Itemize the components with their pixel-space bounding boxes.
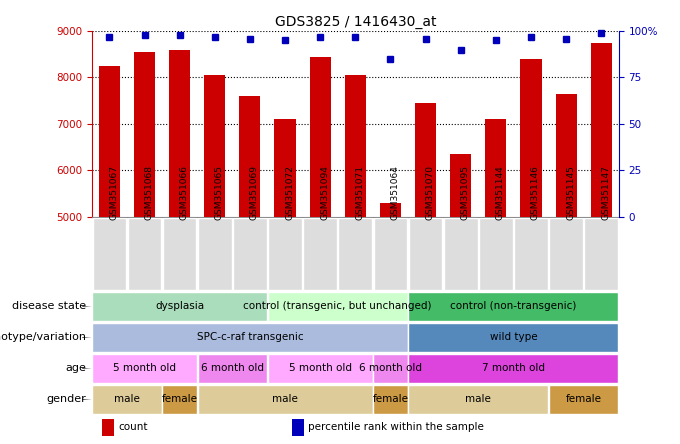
Text: control (transgenic, but unchanged): control (transgenic, but unchanged) <box>243 301 432 312</box>
Polygon shape <box>82 306 92 307</box>
Bar <box>99 66 120 444</box>
Text: male: male <box>114 394 140 404</box>
Text: gender: gender <box>47 394 86 404</box>
FancyBboxPatch shape <box>373 218 407 289</box>
Bar <box>380 203 401 444</box>
Polygon shape <box>82 399 92 400</box>
Text: 6 month old: 6 month old <box>359 363 422 373</box>
Text: GSM351071: GSM351071 <box>355 165 364 220</box>
Title: GDS3825 / 1416430_at: GDS3825 / 1416430_at <box>275 15 436 29</box>
Text: GSM351069: GSM351069 <box>250 165 259 220</box>
Text: male: male <box>465 394 491 404</box>
Bar <box>134 52 155 444</box>
Text: GSM351144: GSM351144 <box>496 165 505 220</box>
FancyBboxPatch shape <box>549 385 618 413</box>
FancyBboxPatch shape <box>268 292 407 321</box>
FancyBboxPatch shape <box>444 218 477 289</box>
FancyBboxPatch shape <box>92 292 267 321</box>
FancyBboxPatch shape <box>198 218 232 289</box>
Bar <box>103 419 114 436</box>
Text: male: male <box>272 394 298 404</box>
Text: disease state: disease state <box>12 301 86 312</box>
FancyBboxPatch shape <box>549 218 583 289</box>
Text: GSM351065: GSM351065 <box>215 165 224 220</box>
FancyBboxPatch shape <box>268 218 302 289</box>
FancyBboxPatch shape <box>514 218 548 289</box>
FancyBboxPatch shape <box>339 218 372 289</box>
Text: GSM351095: GSM351095 <box>461 165 470 220</box>
Bar <box>204 75 225 444</box>
Text: GSM351145: GSM351145 <box>566 165 575 220</box>
FancyBboxPatch shape <box>373 354 407 383</box>
Bar <box>292 419 304 436</box>
FancyBboxPatch shape <box>92 218 126 289</box>
FancyBboxPatch shape <box>479 218 513 289</box>
Text: GSM351066: GSM351066 <box>180 165 188 220</box>
FancyBboxPatch shape <box>409 385 548 413</box>
Text: GSM351146: GSM351146 <box>531 165 540 220</box>
Polygon shape <box>82 368 92 369</box>
Text: GSM351070: GSM351070 <box>426 165 435 220</box>
Bar <box>486 119 507 444</box>
FancyBboxPatch shape <box>409 354 618 383</box>
Text: count: count <box>118 422 148 432</box>
FancyBboxPatch shape <box>92 323 407 352</box>
Text: genotype/variation: genotype/variation <box>0 333 86 342</box>
Bar <box>309 56 330 444</box>
Text: wild type: wild type <box>490 333 537 342</box>
Text: female: female <box>566 394 602 404</box>
Text: SPC-c-raf transgenic: SPC-c-raf transgenic <box>197 333 303 342</box>
Bar <box>169 50 190 444</box>
Bar <box>556 94 577 444</box>
FancyBboxPatch shape <box>303 218 337 289</box>
Text: GSM351147: GSM351147 <box>601 165 610 220</box>
FancyBboxPatch shape <box>163 218 197 289</box>
Text: 5 month old: 5 month old <box>289 363 352 373</box>
Bar <box>591 43 612 444</box>
FancyBboxPatch shape <box>373 385 407 413</box>
Bar <box>520 59 541 444</box>
Text: female: female <box>162 394 198 404</box>
Bar <box>239 96 260 444</box>
FancyBboxPatch shape <box>92 385 162 413</box>
Text: 5 month old: 5 month old <box>113 363 176 373</box>
FancyBboxPatch shape <box>92 354 197 383</box>
FancyBboxPatch shape <box>233 218 267 289</box>
Text: GSM351072: GSM351072 <box>285 165 294 220</box>
FancyBboxPatch shape <box>198 385 373 413</box>
FancyBboxPatch shape <box>409 323 618 352</box>
Text: 7 month old: 7 month old <box>482 363 545 373</box>
FancyBboxPatch shape <box>268 354 373 383</box>
Bar <box>275 119 296 444</box>
Text: percentile rank within the sample: percentile rank within the sample <box>308 422 483 432</box>
Text: 6 month old: 6 month old <box>201 363 264 373</box>
FancyBboxPatch shape <box>409 218 443 289</box>
FancyBboxPatch shape <box>198 354 267 383</box>
Text: control (non-transgenic): control (non-transgenic) <box>450 301 577 312</box>
FancyBboxPatch shape <box>163 385 197 413</box>
Bar <box>415 103 436 444</box>
Text: GSM351094: GSM351094 <box>320 165 329 220</box>
FancyBboxPatch shape <box>584 218 618 289</box>
Text: female: female <box>373 394 409 404</box>
Text: GSM351064: GSM351064 <box>390 165 399 220</box>
Polygon shape <box>82 337 92 338</box>
Bar <box>345 75 366 444</box>
Text: GSM351068: GSM351068 <box>144 165 154 220</box>
FancyBboxPatch shape <box>409 292 618 321</box>
FancyBboxPatch shape <box>128 218 161 289</box>
Text: dysplasia: dysplasia <box>155 301 204 312</box>
Text: age: age <box>66 363 86 373</box>
Bar <box>450 154 471 444</box>
Text: GSM351067: GSM351067 <box>109 165 118 220</box>
